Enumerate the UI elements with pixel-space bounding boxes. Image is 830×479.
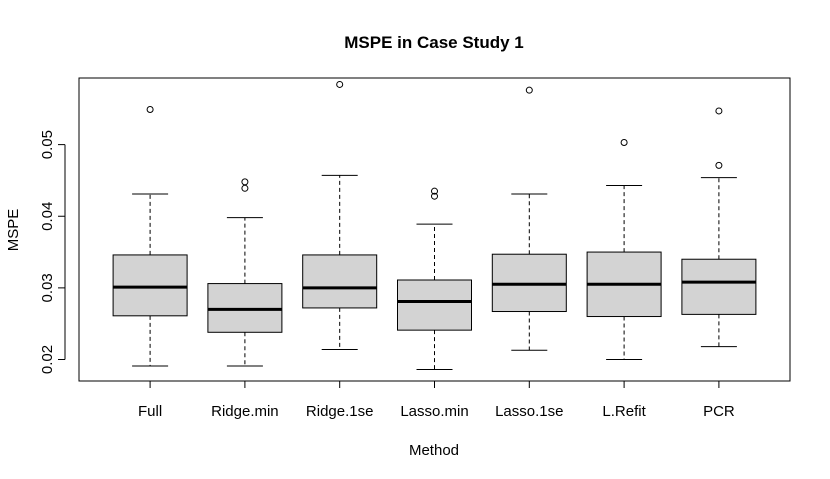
boxes-layer: [112, 80, 757, 371]
box-iqr: [302, 254, 378, 309]
x-tick-label: L.Refit: [602, 403, 646, 420]
y-axis-label: MSPE: [5, 209, 22, 252]
box-lasso-1se: [491, 86, 567, 351]
y-tick-label: 0.03: [39, 273, 56, 302]
x-tick-label: Lasso.1se: [495, 403, 563, 420]
outlier-point: [620, 138, 628, 146]
x-tick-label: Lasso.min: [400, 403, 468, 420]
box-ridge-1se: [302, 80, 378, 350]
outlier-point: [525, 86, 533, 94]
outlier-point: [431, 192, 438, 200]
box-iqr: [681, 258, 757, 315]
x-tick-label: Ridge.1se: [306, 403, 374, 420]
y-axis: 0.02 0.03 0.04 0.05: [39, 130, 66, 374]
outlier-point: [336, 80, 344, 88]
chart-title: MSPE in Case Study 1: [344, 33, 524, 52]
outlier-point: [715, 161, 723, 169]
box-pcr: [681, 107, 757, 348]
x-axis-label: Method: [409, 442, 459, 459]
outlier-point: [146, 106, 154, 114]
y-tick-label: 0.04: [39, 202, 56, 231]
outlier-point: [241, 184, 249, 192]
box-ridge-min: [207, 178, 283, 367]
x-tick-label: PCR: [703, 403, 735, 420]
box-iqr: [397, 279, 472, 331]
x-tick-label: Full: [138, 403, 162, 420]
outlier-point: [715, 107, 723, 115]
box-iqr: [112, 254, 188, 317]
x-axis: Full Ridge.min Ridge.1se Lasso.min Lasso.1se…: [138, 380, 735, 420]
y-tick-label: 0.02: [39, 345, 56, 374]
box-l-refit: [586, 138, 662, 361]
outlier-point: [241, 178, 249, 186]
y-tick-label: 0.05: [39, 130, 56, 159]
box-full: [112, 106, 188, 367]
outlier-point: [431, 187, 438, 195]
x-tick-label: Ridge.min: [211, 403, 279, 420]
box-lasso-min: [397, 187, 472, 371]
